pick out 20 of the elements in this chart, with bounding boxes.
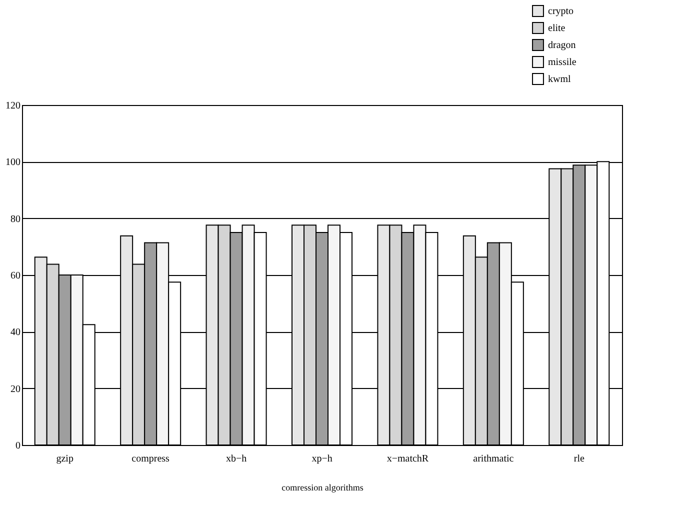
- y-tick-label: 20: [10, 384, 20, 395]
- x-tick-label: arithmatic: [473, 454, 514, 464]
- y-tick-label: 60: [10, 270, 20, 282]
- legend-label: dragon: [548, 40, 576, 51]
- y-tick-label: 0: [16, 440, 20, 452]
- y-tick-label: 100: [6, 157, 20, 168]
- y-tick-label: 40: [10, 327, 20, 338]
- legend-label: crypto: [548, 6, 574, 17]
- x-tick-label: compress: [132, 454, 170, 464]
- x-tick-label: x−matchR: [386, 454, 429, 464]
- x-tick-label: rle: [574, 454, 585, 464]
- legend-label: elite: [548, 23, 566, 34]
- x-tick-label: gzip: [56, 454, 74, 464]
- x-tick-label: xp−h: [312, 454, 332, 464]
- legend-label: kwml: [548, 74, 571, 85]
- legend-label: missile: [548, 57, 577, 68]
- y-tick-label: 120: [6, 100, 20, 112]
- x-axis-title: comression algorithms: [282, 482, 364, 492]
- y-tick-label: 80: [10, 214, 20, 225]
- x-tick-label: xb−h: [226, 454, 247, 464]
